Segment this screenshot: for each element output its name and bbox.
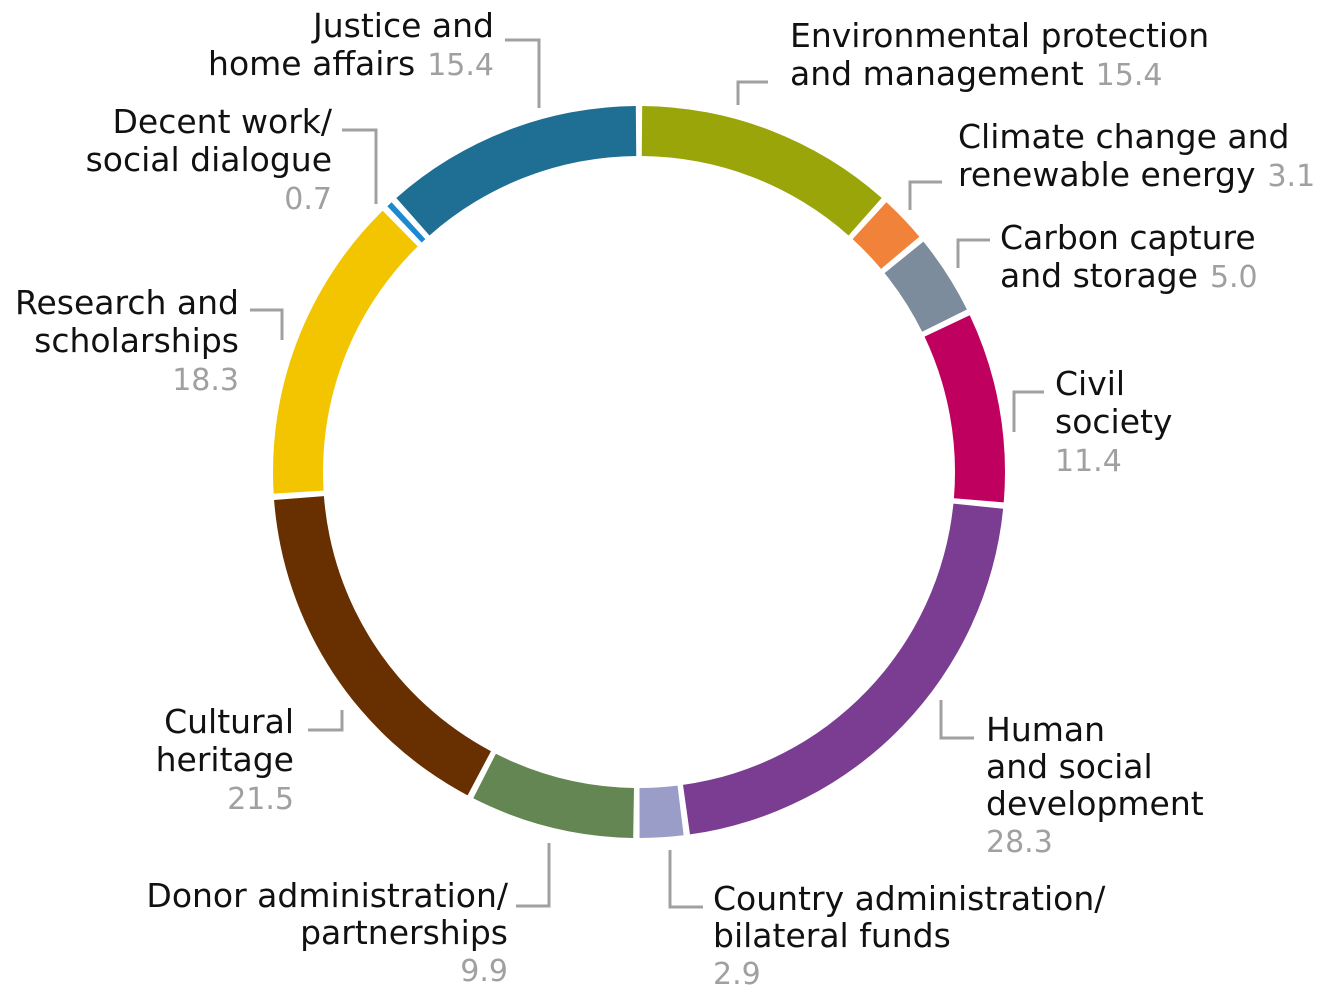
slice-value: 11.4	[1055, 444, 1122, 479]
slice-value: 28.3	[986, 825, 1053, 860]
slice-label: Carbon capture and storage	[1000, 218, 1256, 295]
slice-value: 21.5	[227, 782, 294, 817]
leader-line	[505, 38, 541, 108]
slice-value: 2.9	[713, 957, 761, 990]
leader-line	[308, 710, 344, 732]
slice-label: Human and social development	[986, 710, 1204, 823]
slice-value: 15.4	[427, 48, 494, 83]
slice-label: Decent work/social dialogue	[86, 102, 333, 179]
donut-slice	[473, 753, 634, 838]
slice-label: Climate change and renewable energy	[958, 117, 1290, 194]
donut-slice	[273, 210, 418, 494]
leader-line	[250, 308, 284, 340]
leader-line	[516, 843, 551, 908]
slice-value: 5.0	[1210, 260, 1258, 295]
leader-line	[908, 180, 942, 210]
donut-slice	[387, 202, 426, 243]
slice-value: 0.7	[284, 182, 332, 217]
slice-value: 3.1	[1267, 159, 1315, 194]
donut-slice	[884, 241, 967, 332]
slice-label: Justice and home affairs	[208, 6, 494, 83]
leader-line	[1012, 390, 1044, 432]
donut-slice	[852, 202, 920, 269]
donut-slice	[274, 496, 491, 796]
donut-slice	[924, 315, 1005, 503]
slice-value: 18.3	[172, 363, 239, 398]
leader-line	[342, 128, 378, 204]
slice-label: Cultural heritage	[156, 702, 294, 779]
leader-line	[939, 700, 974, 740]
slice-value: 15.4	[1096, 58, 1163, 93]
slice-value: 9.9	[460, 954, 508, 989]
slice-label: Research and scholarships	[15, 283, 239, 360]
slice-label: Environmental protection and management	[790, 16, 1209, 93]
leader-line	[736, 80, 768, 105]
slice-label: Donor administration/partnerships	[146, 876, 508, 952]
donut-slice	[396, 106, 637, 236]
donut-slice	[639, 785, 684, 838]
leader-line	[956, 238, 990, 268]
donut-slice	[641, 106, 882, 236]
leader-line	[668, 850, 703, 909]
slice-label: Country administration/bilateral funds	[713, 879, 1106, 955]
slice-label: Civil society	[1055, 364, 1172, 441]
donut-slice	[683, 503, 1004, 835]
